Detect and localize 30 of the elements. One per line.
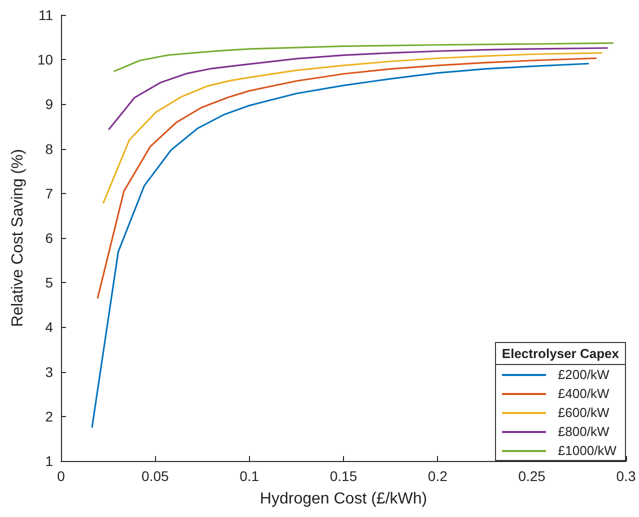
y-tick-label: 8 [45, 140, 54, 157]
legend-label: £400/kW [558, 386, 610, 401]
x-tick-label: 0.25 [518, 468, 546, 484]
y-tick-label: 2 [45, 408, 54, 424]
y-tick-label: 9 [45, 96, 54, 112]
legend-label: £200/kW [558, 367, 610, 382]
line-series [114, 42, 614, 72]
y-tick-label: 4 [45, 319, 54, 336]
x-tick-label: 0.3 [616, 468, 636, 484]
x-tick-label: 0.2 [428, 468, 448, 484]
line-series [108, 47, 608, 130]
y-tick-label: 11 [38, 7, 54, 23]
line-series [96, 57, 597, 299]
line-series [102, 52, 602, 204]
y-tick-label: 3 [45, 364, 54, 380]
legend-title: Electrolyser Capex [496, 343, 625, 365]
y-tick-label: 1 [45, 453, 54, 469]
y-tick-label: 5 [45, 274, 54, 291]
y-tick-label: 7 [45, 185, 54, 202]
legend-label: £600/kW [558, 405, 610, 420]
y-tick-label: 6 [45, 230, 54, 246]
legend-label: £800/kW [558, 424, 610, 439]
x-axis-title: Hydrogen Cost (£/kWh) [260, 490, 428, 508]
x-tick-label: 0.1 [240, 468, 260, 484]
x-tick-label: 0.15 [330, 468, 358, 484]
legend-label: £1000/kW [558, 443, 616, 458]
y-axis-title: Relative Cost Saving (%) [10, 149, 26, 327]
y-tick-label: 10 [37, 52, 54, 68]
x-tick-label: 0.05 [142, 468, 170, 484]
x-tick-label: 0 [57, 468, 66, 484]
